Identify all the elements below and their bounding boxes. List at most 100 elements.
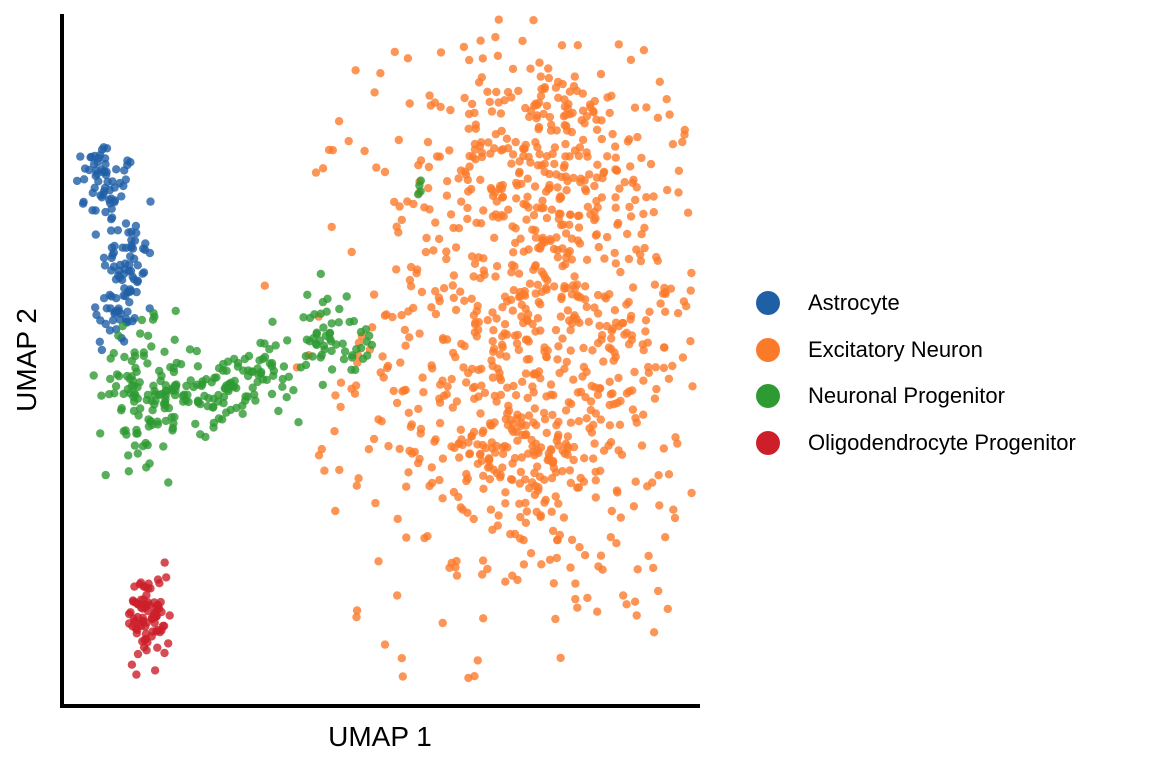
- data-point: [534, 448, 543, 458]
- data-point: [124, 451, 133, 460]
- data-point: [439, 335, 448, 345]
- data-point: [514, 345, 523, 355]
- data-point: [142, 646, 151, 655]
- data-point: [515, 167, 524, 177]
- data-point: [471, 155, 480, 164]
- data-point: [214, 414, 224, 423]
- data-point: [239, 366, 248, 375]
- data-point: [674, 188, 683, 197]
- data-point: [568, 108, 577, 118]
- data-point: [88, 188, 98, 198]
- data-point: [112, 165, 121, 174]
- data-point: [149, 381, 158, 390]
- data-point: [221, 384, 230, 393]
- data-point: [570, 72, 579, 81]
- data-point: [421, 247, 431, 257]
- data-point: [254, 370, 263, 379]
- data-point: [554, 342, 563, 351]
- legend-item: Oligodendrocyte Progenitor: [756, 420, 1076, 467]
- data-point: [563, 306, 573, 315]
- data-point: [488, 337, 497, 346]
- data-point: [454, 174, 463, 183]
- data-point: [89, 371, 98, 380]
- data-point: [316, 309, 325, 318]
- data-point: [424, 184, 433, 193]
- data-point: [133, 599, 143, 609]
- data-point: [496, 390, 506, 400]
- data-point: [508, 64, 518, 74]
- data-point: [470, 139, 480, 149]
- data-point: [486, 183, 496, 193]
- data-point: [447, 442, 456, 451]
- data-point: [540, 343, 549, 352]
- data-point: [92, 310, 101, 320]
- data-point: [185, 345, 195, 354]
- data-point: [682, 302, 691, 311]
- data-point: [130, 582, 139, 591]
- data-point: [494, 213, 503, 222]
- data-point: [567, 127, 576, 137]
- data-point: [606, 390, 615, 399]
- data-point: [632, 245, 641, 254]
- data-point: [545, 112, 555, 122]
- data-point: [606, 533, 615, 542]
- data-point: [515, 534, 525, 543]
- data-point: [542, 101, 552, 111]
- data-point: [209, 402, 218, 412]
- data-point: [514, 269, 524, 278]
- data-point: [474, 78, 484, 87]
- data-point: [661, 307, 670, 316]
- data-point: [586, 405, 595, 415]
- data-point: [417, 287, 427, 297]
- data-point: [109, 262, 119, 271]
- data-point: [532, 203, 542, 212]
- data-point: [687, 268, 696, 278]
- data-point: [114, 372, 124, 381]
- data-point: [425, 91, 434, 100]
- data-point: [415, 454, 424, 464]
- data-point: [639, 209, 648, 219]
- data-point: [412, 269, 421, 278]
- data-point: [392, 398, 402, 408]
- data-point: [502, 134, 512, 143]
- data-point: [614, 446, 623, 455]
- data-point: [639, 376, 648, 385]
- data-point: [539, 109, 548, 119]
- data-point: [663, 185, 672, 195]
- data-point: [392, 265, 401, 274]
- data-point: [628, 386, 637, 395]
- data-point: [170, 335, 179, 344]
- data-point: [446, 105, 455, 115]
- data-point: [423, 532, 432, 541]
- data-point: [113, 226, 123, 235]
- data-point: [488, 361, 497, 371]
- data-point: [478, 54, 487, 63]
- data-point: [244, 351, 254, 361]
- data-point: [593, 160, 602, 169]
- data-point: [518, 377, 527, 386]
- data-point: [318, 297, 328, 307]
- data-point: [370, 88, 379, 97]
- data-point: [214, 390, 223, 400]
- data-point: [152, 627, 161, 636]
- data-point: [296, 363, 306, 372]
- data-point: [653, 113, 663, 123]
- data-point: [133, 449, 142, 458]
- data-point: [448, 403, 457, 412]
- data-point: [517, 453, 526, 462]
- data-point: [479, 471, 488, 480]
- data-point: [524, 152, 533, 162]
- data-point: [238, 401, 247, 410]
- data-point: [141, 239, 150, 248]
- data-point: [473, 459, 482, 468]
- data-point: [435, 418, 445, 428]
- data-point: [501, 414, 510, 424]
- data-point: [164, 639, 173, 648]
- data-point: [121, 292, 130, 301]
- data-point: [125, 374, 134, 383]
- data-point: [538, 196, 547, 205]
- data-point: [611, 259, 620, 268]
- data-point: [536, 374, 545, 383]
- data-point: [429, 246, 438, 255]
- data-point: [125, 298, 134, 307]
